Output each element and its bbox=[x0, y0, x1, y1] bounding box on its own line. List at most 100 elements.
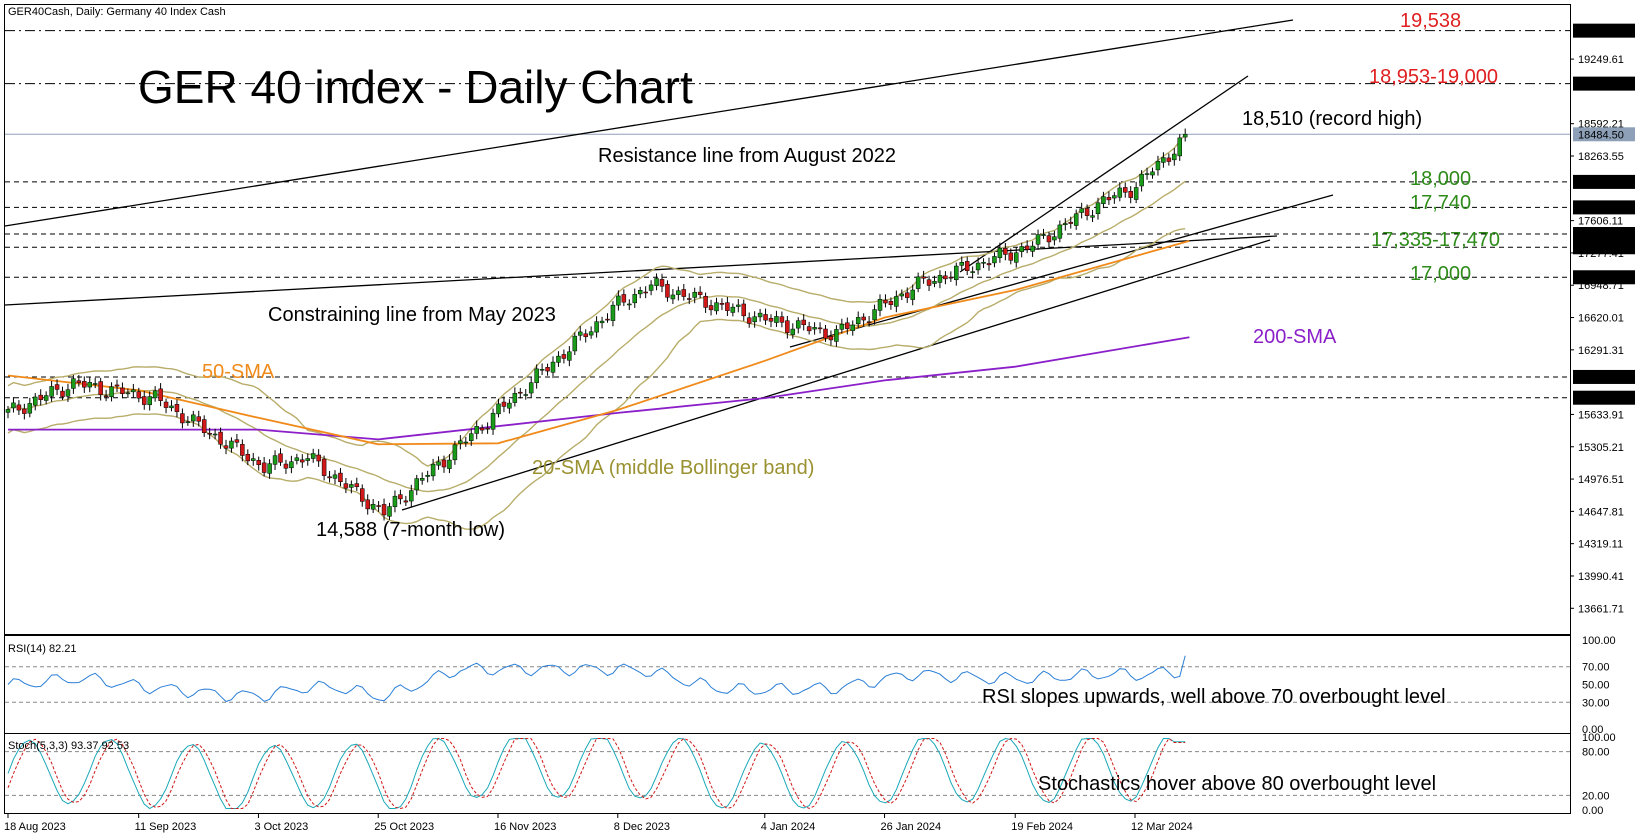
candle-bear bbox=[621, 294, 627, 303]
candle-bull bbox=[610, 304, 616, 321]
level-box-label: 17335.00 bbox=[1578, 242, 1624, 254]
level-box bbox=[1573, 369, 1635, 384]
200-sma-line bbox=[8, 336, 1190, 441]
candle-bear bbox=[801, 319, 806, 325]
rsi-label: RSI(14) 82.21 bbox=[8, 643, 76, 655]
candle-bear bbox=[354, 483, 360, 487]
candle-bull bbox=[774, 316, 779, 323]
candle-bull bbox=[534, 368, 539, 384]
candle-bear bbox=[501, 401, 507, 407]
price-tick-label: 18263.55 bbox=[1578, 151, 1624, 163]
candle-bull bbox=[512, 392, 518, 403]
stoch-tick-label: 20.00 bbox=[1582, 790, 1610, 802]
candle-bull bbox=[1161, 157, 1166, 163]
candle-bear bbox=[76, 380, 82, 383]
candle-bull bbox=[33, 396, 38, 406]
candle-bull bbox=[332, 474, 338, 479]
candle-bull bbox=[92, 383, 98, 385]
candle-bull bbox=[730, 306, 736, 313]
candle-bull bbox=[796, 320, 801, 329]
candle-bear bbox=[687, 298, 692, 300]
candle-bear bbox=[398, 494, 403, 500]
candle-bull bbox=[1101, 196, 1106, 204]
price-tick-label: 17606.11 bbox=[1578, 216, 1623, 228]
candle-bull bbox=[131, 389, 136, 393]
candle-bull bbox=[997, 247, 1003, 259]
candle-bear bbox=[708, 305, 714, 311]
candle-bear bbox=[381, 504, 387, 516]
candle-bear bbox=[196, 416, 201, 422]
rsi-tick-label: 0.00 bbox=[1582, 724, 1603, 736]
candle-bear bbox=[343, 483, 349, 489]
uptrend-line-feb bbox=[959, 75, 1249, 273]
record-high-label: 18,510 (record high) bbox=[1242, 108, 1422, 130]
candle-bear bbox=[163, 401, 169, 408]
candle-bull bbox=[1155, 160, 1161, 171]
candle-bull bbox=[229, 440, 234, 449]
candle-bear bbox=[741, 303, 746, 317]
date-label: 19 Feb 2024 bbox=[1011, 821, 1073, 833]
candle-bull bbox=[1079, 208, 1084, 213]
candle-bull bbox=[452, 444, 458, 461]
level-18953-19000-label: 18,953-19,000 bbox=[1369, 66, 1498, 88]
candle-bear bbox=[845, 322, 850, 329]
candle-bull bbox=[425, 475, 430, 477]
price-tick-label: 14976.51 bbox=[1578, 474, 1624, 486]
candle-bull bbox=[409, 490, 414, 502]
candle-bear bbox=[905, 292, 910, 298]
candle-bull bbox=[267, 463, 272, 474]
constraining-line-label: Constraining line from May 2023 bbox=[268, 304, 556, 326]
candle-bull bbox=[959, 261, 964, 266]
candle-bull bbox=[392, 495, 398, 507]
level-19538-label: 19,538 bbox=[1400, 10, 1461, 32]
level-box-label: 19538.99 bbox=[1578, 26, 1624, 38]
candle-bull bbox=[937, 275, 943, 283]
candle-bear bbox=[114, 384, 120, 387]
date-label: 8 Dec 2023 bbox=[614, 821, 670, 833]
candle-bear bbox=[806, 326, 812, 332]
level-box bbox=[1573, 240, 1635, 255]
candle-bull bbox=[463, 441, 469, 444]
candle-bear bbox=[321, 458, 327, 476]
candle-bull bbox=[109, 386, 114, 398]
candle-bear bbox=[441, 459, 447, 468]
level-17335-17470-label: 17,335-17,470 bbox=[1371, 229, 1500, 251]
candle-bear bbox=[1024, 245, 1030, 250]
candle-bear bbox=[926, 279, 932, 286]
candle-bull bbox=[272, 455, 278, 465]
level-17000-label: 17,000 bbox=[1410, 263, 1471, 285]
level-box bbox=[1573, 270, 1635, 285]
candle-bull bbox=[1014, 252, 1019, 263]
price-tick-label: 16620.01 bbox=[1578, 313, 1624, 325]
candle-bull bbox=[567, 351, 572, 361]
level-box-label: 16015.46 bbox=[1578, 372, 1624, 384]
level-box-label: 18484.50 bbox=[1578, 129, 1624, 141]
candle-bull bbox=[1112, 195, 1117, 199]
uptrend-line-jan bbox=[789, 194, 1334, 348]
candle-bull bbox=[5, 409, 11, 413]
candle-bull bbox=[87, 382, 92, 388]
candle-bear bbox=[665, 284, 670, 298]
stoch-k-line bbox=[7, 737, 1186, 810]
candle-bear bbox=[1003, 248, 1008, 255]
candle-bull bbox=[185, 421, 191, 423]
candle-bull bbox=[1150, 171, 1155, 176]
candle-bull bbox=[1041, 234, 1046, 236]
candle-bear bbox=[779, 316, 785, 323]
sma50-label: 50-SMA bbox=[202, 361, 275, 383]
bollinger-middle-sma20 bbox=[7, 180, 1186, 493]
date-label: 4 Jan 2024 bbox=[761, 821, 815, 833]
level-box bbox=[1573, 226, 1635, 241]
candle-bull bbox=[1057, 224, 1063, 239]
candle-bull bbox=[27, 403, 33, 414]
candle-bull bbox=[169, 405, 174, 409]
candle-bear bbox=[234, 439, 240, 443]
candle-bull bbox=[550, 361, 556, 373]
bollinger-lower bbox=[7, 228, 1186, 531]
candle-bear bbox=[158, 388, 163, 401]
candle-bear bbox=[479, 427, 485, 431]
candle-bear bbox=[1068, 221, 1073, 224]
candle-bull bbox=[812, 327, 817, 330]
candle-bear bbox=[828, 336, 834, 341]
